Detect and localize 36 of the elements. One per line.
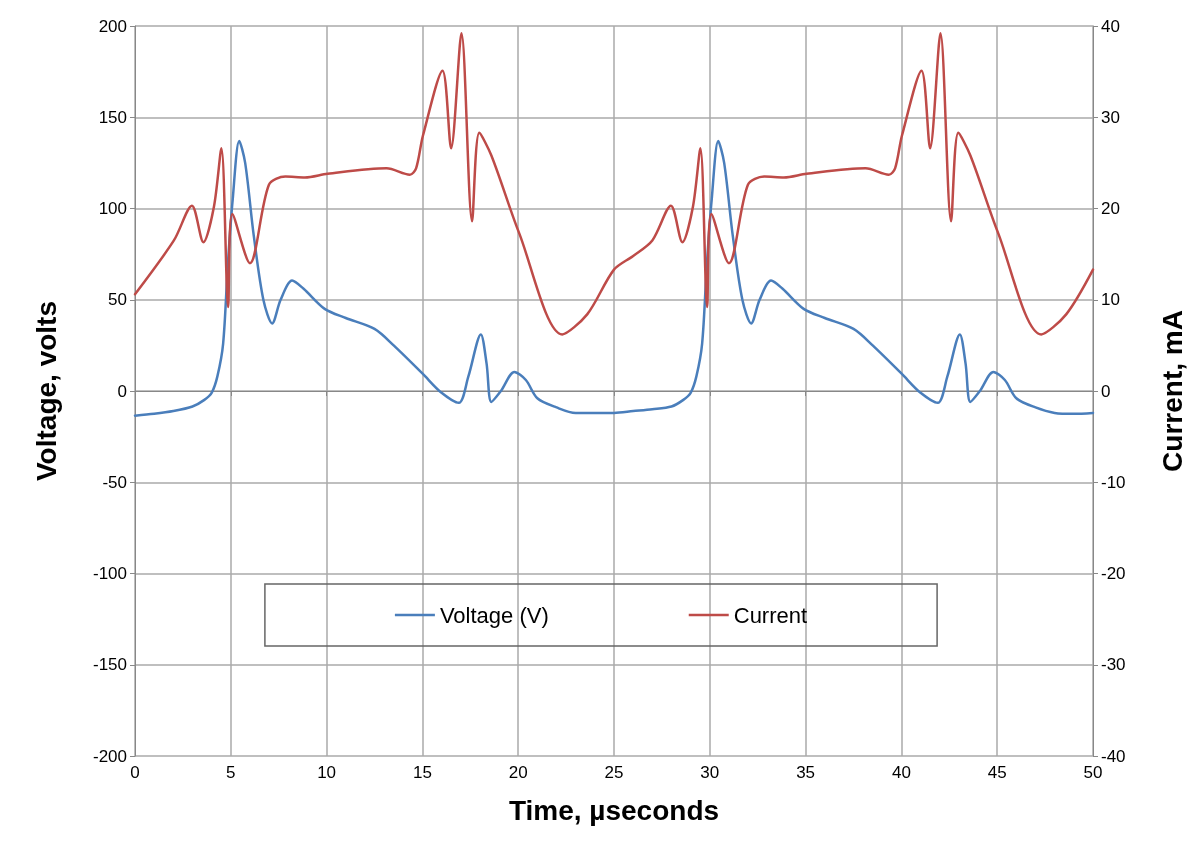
x-tick-label: 30 bbox=[700, 763, 720, 782]
y-tick-label: -50 bbox=[102, 472, 127, 492]
line-series bbox=[133, 139, 1095, 417]
y-tick-label: 200 bbox=[98, 16, 127, 36]
y2-tick-label: -20 bbox=[1101, 564, 1126, 583]
y2-tick-label: -40 bbox=[1101, 746, 1126, 766]
y-tick-label: 100 bbox=[98, 199, 127, 218]
x-tick-label: 45 bbox=[987, 763, 1007, 782]
x-tick-label: 25 bbox=[604, 763, 624, 782]
y-tick-label: -200 bbox=[92, 746, 127, 766]
x-tick-label: 20 bbox=[508, 763, 528, 782]
y-axis-title: Voltage, volts bbox=[30, 301, 62, 481]
y2-tick-label: 10 bbox=[1101, 290, 1120, 310]
y2-axis-title: Current, mA bbox=[1156, 310, 1188, 472]
x-tick-label: 0 bbox=[130, 763, 140, 782]
y2-tick-label: 30 bbox=[1101, 107, 1120, 127]
x-axis-title: Time, µseconds bbox=[508, 794, 720, 826]
y2-tick-label: -10 bbox=[1101, 472, 1126, 492]
y-tick-label: 50 bbox=[108, 290, 127, 310]
x-tick-label: 10 bbox=[317, 763, 337, 782]
y-tick-label: 150 bbox=[98, 107, 127, 127]
line-series bbox=[133, 32, 1095, 336]
x-tick-label: 35 bbox=[796, 763, 816, 782]
x-tick-label: 5 bbox=[226, 763, 236, 782]
y-tick-label: -100 bbox=[92, 564, 127, 583]
y2-tick-label: 20 bbox=[1101, 199, 1120, 218]
y2-tick-label: 40 bbox=[1101, 16, 1120, 36]
y2-tick-label: 0 bbox=[1101, 381, 1111, 401]
x-tick-label: 40 bbox=[891, 763, 911, 782]
x-tick-label: 15 bbox=[412, 763, 432, 782]
x-tick-label: 50 bbox=[1083, 763, 1103, 782]
y2-tick-label: -30 bbox=[1101, 655, 1126, 675]
y-tick-label: -150 bbox=[92, 655, 127, 675]
legend-label: Current bbox=[733, 602, 808, 628]
legend-label: Voltage (V) bbox=[439, 602, 549, 628]
y-tick-label: 0 bbox=[117, 381, 127, 401]
